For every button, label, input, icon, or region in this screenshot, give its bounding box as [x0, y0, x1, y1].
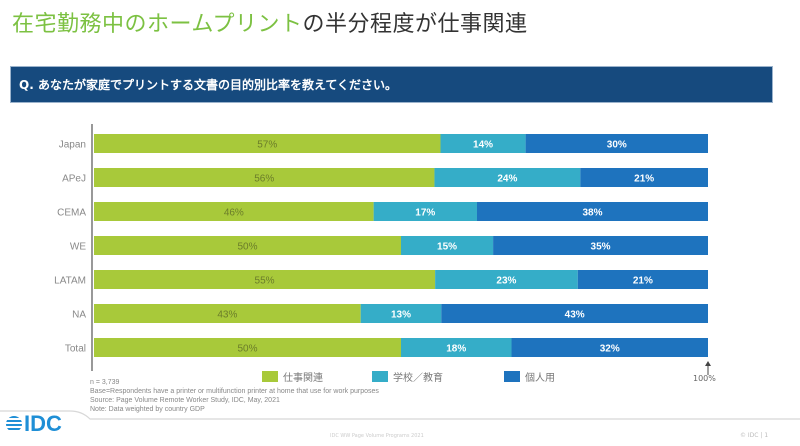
data-label: 15% [437, 242, 457, 253]
data-label: 57% [257, 140, 277, 151]
category-label: Total [65, 344, 86, 355]
legend-label-personal: 個人用 [525, 373, 555, 384]
bar-segment [434, 168, 581, 187]
bar-segment [94, 134, 441, 153]
bar-segment [476, 202, 708, 221]
weight-note: Note: Data weighted by country GDP [90, 406, 205, 413]
data-label: 13% [391, 310, 411, 321]
data-label: 43% [217, 310, 237, 321]
page-title: 在宅勤務中のホームプリントの半分程度が仕事関連 [12, 6, 528, 38]
data-label: 32% [600, 344, 620, 355]
data-label: 55% [255, 276, 275, 287]
bar-segment [580, 168, 708, 187]
bar-segment [401, 236, 494, 255]
footnotes: n = 3,739 Base=Respondents have a printe… [90, 378, 379, 414]
data-label: 24% [497, 174, 517, 185]
logo-text: IDC [24, 411, 62, 436]
legend-label-work: 仕事関連 [283, 373, 323, 384]
question-text: Q. あなたが家庭でプリントする文書の目的別比率を教えてください。 [19, 78, 397, 92]
stacked-bar-chart: Japan 57% 14% 30% APeJ 56% 24% 21% CEMA 46% 17% 38%… [54, 124, 711, 375]
globe-icon [6, 416, 22, 432]
bar-segment [94, 168, 435, 187]
bar-segment [94, 270, 436, 289]
data-label: 23% [496, 276, 516, 287]
data-label: 50% [237, 242, 257, 253]
chart-legend: 仕事関連 学校／教育 個人用 [0, 369, 800, 385]
legend-item-personal: 個人用 [504, 369, 555, 384]
category-label: APeJ [62, 174, 86, 185]
bar-segment [435, 270, 578, 289]
category-label: CEMA [57, 208, 86, 219]
category-label: WE [70, 242, 86, 253]
bar-segment [94, 236, 401, 255]
data-label: 56% [254, 174, 274, 185]
data-label: 46% [224, 208, 244, 219]
bar-segment [401, 338, 512, 357]
bar-segment [511, 338, 708, 357]
category-label: Japan [59, 140, 86, 151]
footer-divider [0, 410, 800, 420]
idc-logo: IDC [6, 411, 62, 437]
bar-segment [525, 134, 708, 153]
legend-swatch-school [372, 371, 388, 382]
legend-label-school: 学校／教育 [393, 373, 443, 384]
question-banner: Q. あなたが家庭でプリントする文書の目的別比率を教えてください。 [10, 66, 773, 103]
data-label: 21% [634, 174, 654, 185]
end-marker-label: 100% [693, 374, 716, 383]
data-label: 30% [607, 140, 627, 151]
title-highlight: 在宅勤務中のホームプリント [12, 12, 303, 37]
bar-segment [373, 202, 477, 221]
bar-segment [577, 270, 708, 289]
bar-segment [440, 134, 526, 153]
sample-size: n = 3,739 [90, 379, 120, 386]
legend-swatch-personal [504, 371, 520, 382]
legend-item-school: 学校／教育 [372, 369, 443, 384]
data-label: 18% [446, 344, 466, 355]
bar-segment [94, 338, 401, 357]
data-label: 35% [591, 242, 611, 253]
bar-segment [360, 304, 442, 323]
data-label: 50% [237, 344, 257, 355]
bar-segment [94, 304, 361, 323]
data-label: 14% [473, 140, 493, 151]
legend-swatch-work [262, 371, 278, 382]
base-note: Base=Respondents have a printer or multi… [90, 388, 379, 395]
end-marker-arrowhead [705, 361, 711, 366]
data-label: 43% [565, 310, 585, 321]
data-label: 38% [582, 208, 602, 219]
footer-program: IDC WW Page Volume Programs 2021 [330, 433, 424, 439]
bar-segment [94, 202, 374, 221]
title-rest: の半分程度が仕事関連 [302, 12, 528, 37]
category-label: NA [72, 310, 86, 321]
data-label: 17% [415, 208, 435, 219]
footer-page: © IDC | 1 [740, 432, 769, 439]
bar-segment [493, 236, 708, 255]
source-note: Source: Page Volume Remote Worker Study,… [90, 397, 280, 404]
category-label: LATAM [54, 276, 86, 287]
legend-item-work: 仕事関連 [262, 369, 323, 384]
bar-segment [441, 304, 708, 323]
data-label: 21% [633, 276, 653, 287]
